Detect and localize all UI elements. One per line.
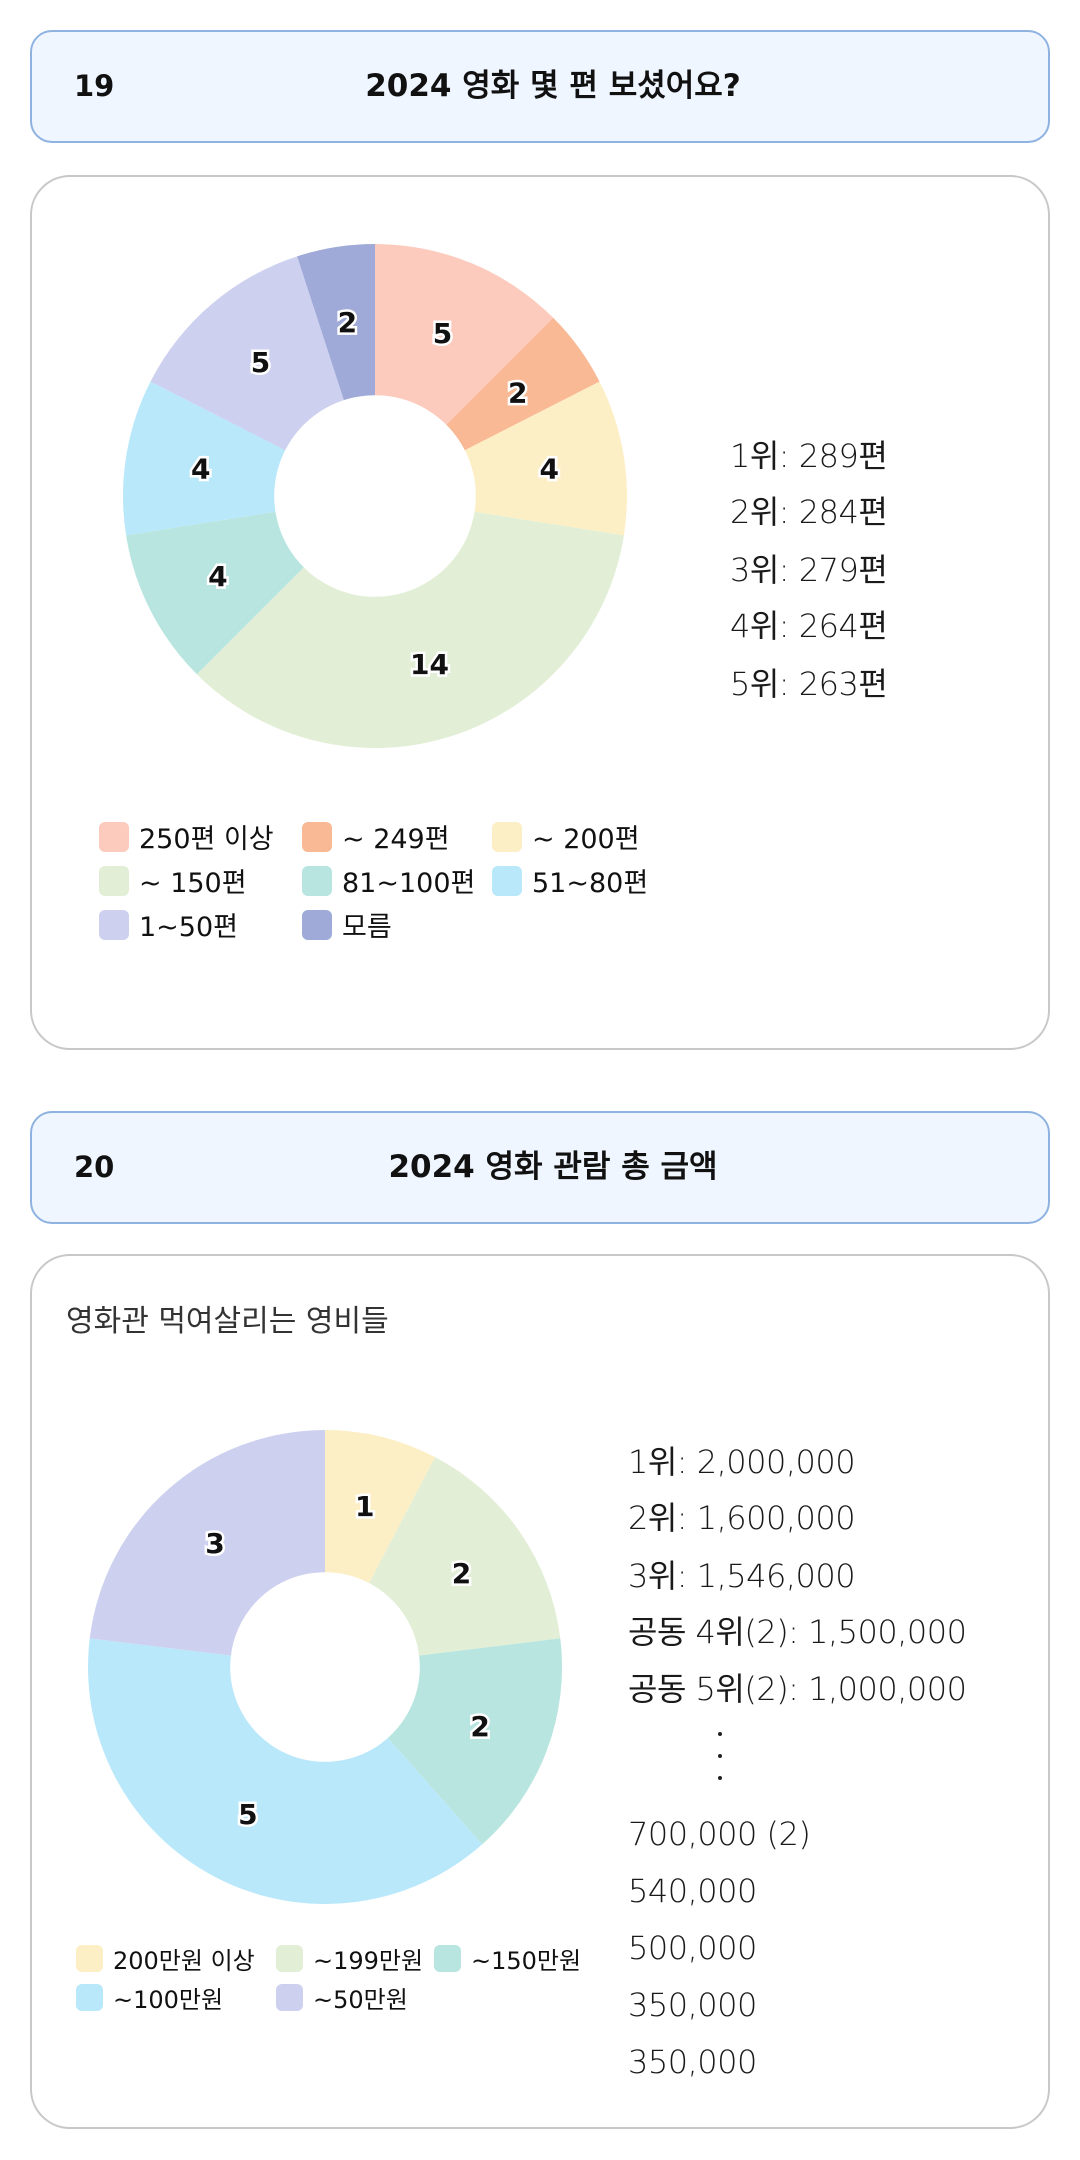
slice-value-label: 3 xyxy=(205,1527,224,1560)
slice-value-label: 5 xyxy=(251,346,270,379)
donut-hole xyxy=(230,1572,420,1762)
legend-item: ~ 249편 xyxy=(302,817,450,856)
legend-label: ~50만원 xyxy=(313,1985,408,2014)
legend-swatch xyxy=(276,1944,303,1972)
legend-label: 1~50편 xyxy=(139,912,238,943)
rank-item: 2위: 284편 xyxy=(730,493,888,531)
legend-swatch xyxy=(276,1983,303,2011)
slice-value-label: 2 xyxy=(338,306,357,339)
rank-item: 2위: 1,600,000 xyxy=(628,1499,856,1537)
legend-label: ~ 249편 xyxy=(342,824,450,855)
legend-swatch xyxy=(492,821,522,852)
legend-label: ~ 200편 xyxy=(532,824,640,855)
legend-label: ~100만원 xyxy=(113,1985,224,2014)
legend-item: ~50만원 xyxy=(276,1980,408,2015)
legend-swatch xyxy=(76,1983,103,2011)
legend-swatch xyxy=(99,865,129,896)
rank-item: 1위: 2,000,000 xyxy=(628,1443,856,1481)
rank-item: 500,000 xyxy=(628,1929,757,1967)
legend-swatch xyxy=(492,865,522,896)
slice-value-label: 4 xyxy=(539,452,558,485)
legend-item: 51~80편 xyxy=(492,861,648,900)
legend-item: ~ 200편 xyxy=(492,817,640,856)
ellipsis-dots xyxy=(718,1732,724,1798)
legend-label: ~ 150편 xyxy=(139,868,247,899)
legend-item: 모름 xyxy=(302,905,392,944)
legend-swatch xyxy=(99,909,129,940)
slice-value-label: 5 xyxy=(433,317,452,350)
legend-label: 51~80편 xyxy=(532,868,649,899)
legend-swatch xyxy=(76,1944,103,1972)
rank-item: 350,000 xyxy=(628,1986,757,2024)
section-number: 20 xyxy=(74,1150,115,1184)
rank-item: 5위: 263편 xyxy=(730,665,888,703)
rank-item: 350,000 xyxy=(628,2043,757,2081)
legend-item: 250편 이상 xyxy=(99,817,274,856)
legend-swatch xyxy=(302,865,332,896)
donut-hole xyxy=(274,395,476,597)
slice-value-label: 5 xyxy=(238,1798,257,1831)
legend-item: 81~100편 xyxy=(302,861,475,900)
rank-item: 700,000 (2) xyxy=(628,1815,811,1853)
legend-item: ~ 150편 xyxy=(99,861,247,900)
rank-item: 540,000 xyxy=(628,1872,757,1910)
rank-item: 공동 5위(2): 1,000,000 xyxy=(628,1670,967,1708)
slice-value-label: 1 xyxy=(355,1490,374,1523)
rank-item: 1위: 289편 xyxy=(730,437,888,475)
section-number: 19 xyxy=(74,69,115,103)
legend-swatch xyxy=(99,821,129,852)
legend-swatch xyxy=(302,909,332,940)
legend-swatch xyxy=(302,821,332,852)
section-20-header: 20 2024 영화 관람 총 금액 xyxy=(30,1111,1050,1224)
rank-item: 4위: 264편 xyxy=(730,607,888,645)
section-title: 2024 영화 관람 총 금액 xyxy=(388,1149,718,1185)
card-subtitle: 영화관 먹여살리는 영비들 xyxy=(66,1304,389,1339)
donut-slice xyxy=(88,1638,483,1904)
legend-item: ~150만원 xyxy=(434,1941,581,1976)
slice-value-label: 4 xyxy=(208,560,227,593)
rank-item: 공동 4위(2): 1,500,000 xyxy=(628,1613,967,1651)
legend-label: 200만원 이상 xyxy=(113,1946,255,1975)
legend-label: 250편 이상 xyxy=(139,824,274,855)
slice-value-label: 2 xyxy=(508,376,527,409)
legend-item: 200만원 이상 xyxy=(76,1941,255,1976)
section-19-header: 19 2024 영화 몇 편 보셨어요? xyxy=(30,30,1050,143)
legend-item: ~100만원 xyxy=(76,1980,223,2015)
legend-item: ~199만원 xyxy=(276,1941,423,1976)
rank-item: 3위: 1,546,000 xyxy=(628,1557,856,1595)
legend-label: ~150만원 xyxy=(471,1946,582,1975)
slice-value-label: 4 xyxy=(191,452,210,485)
legend-label: 81~100편 xyxy=(342,868,476,899)
rank-item: 3위: 279편 xyxy=(730,551,888,589)
legend-item: 1~50편 xyxy=(99,905,238,944)
donut-slice xyxy=(196,496,624,749)
slice-value-label: 2 xyxy=(452,1557,471,1590)
legend-label: ~199만원 xyxy=(313,1946,424,1975)
legend-swatch xyxy=(434,1944,461,1972)
section-title: 2024 영화 몇 편 보셨어요? xyxy=(365,68,741,104)
slice-value-label: 2 xyxy=(470,1710,489,1743)
slice-value-label: 14 xyxy=(410,648,449,681)
legend-label: 모름 xyxy=(342,912,392,943)
